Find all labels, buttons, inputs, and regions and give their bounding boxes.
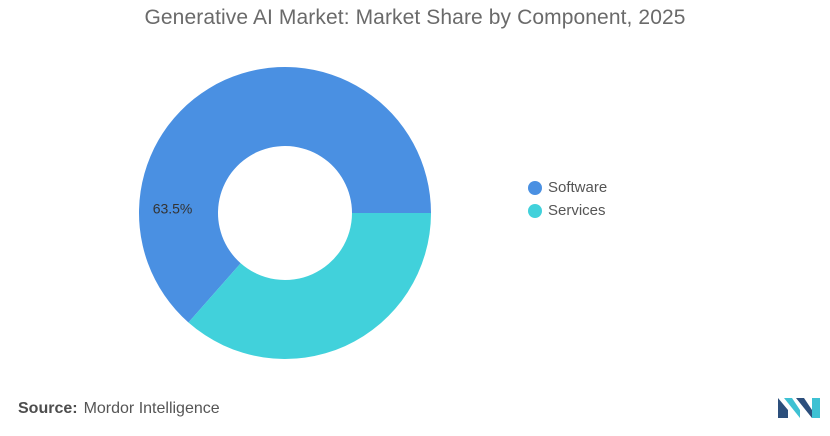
- legend-item-services: Services: [528, 199, 607, 222]
- chart-title: Generative AI Market: Market Share by Co…: [144, 6, 686, 29]
- legend-item-software: Software: [528, 176, 607, 199]
- data-label-software: 63.5%: [153, 200, 193, 216]
- donut-slices: [138, 66, 431, 359]
- source-text: Mordor Intelligence: [83, 400, 220, 417]
- source-label: Source:: [18, 400, 78, 417]
- data-labels: 63.5%: [153, 200, 193, 216]
- chart-legend: Software Services: [528, 176, 607, 222]
- legend-swatch-icon: [528, 203, 542, 218]
- source-note: Source: Mordor Intelligence: [18, 400, 220, 418]
- slice-software: [138, 66, 431, 323]
- legend-label: Software: [548, 179, 608, 196]
- slice-services: [188, 213, 431, 359]
- legend-label: Services: [548, 202, 606, 219]
- legend-swatch-icon: [528, 180, 542, 195]
- mordor-intelligence-logo-icon: [778, 398, 820, 418]
